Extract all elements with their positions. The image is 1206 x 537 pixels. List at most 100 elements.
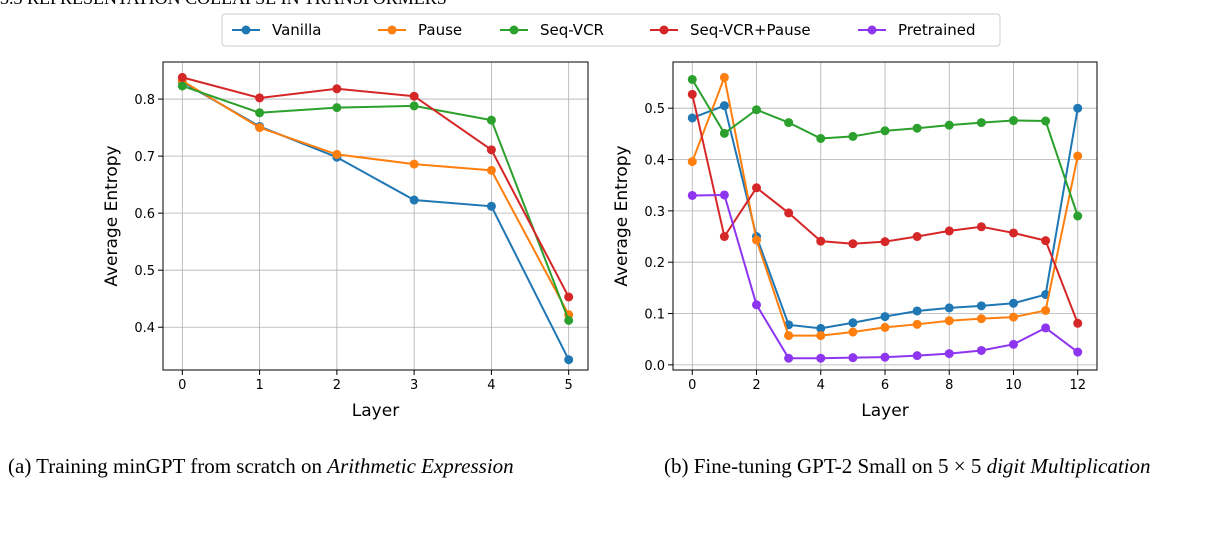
data-point — [486, 145, 496, 155]
data-point — [784, 331, 794, 341]
data-point — [752, 235, 762, 245]
data-point — [848, 327, 858, 337]
data-point — [944, 316, 954, 326]
data-point — [816, 133, 826, 143]
series-line — [181, 85, 570, 321]
y-axis-label: Average Entropy — [612, 145, 632, 286]
data-point — [1073, 103, 1083, 113]
data-point — [944, 349, 954, 359]
data-point — [816, 331, 826, 341]
data-point — [848, 131, 858, 141]
legend-marker — [241, 25, 251, 35]
data-point — [409, 195, 419, 205]
data-point — [719, 190, 729, 200]
data-point — [1008, 116, 1018, 126]
data-point — [912, 351, 922, 361]
data-point — [1073, 347, 1083, 357]
y-tick-label: 0.0 — [644, 359, 665, 374]
data-point — [976, 345, 986, 355]
y-tick-label: 0.4 — [644, 154, 665, 169]
data-point — [1073, 318, 1083, 328]
x-tick-label: 3 — [410, 378, 418, 393]
x-tick-label: 2 — [752, 378, 760, 393]
data-point — [784, 118, 794, 128]
data-point — [255, 108, 265, 118]
data-point — [687, 89, 697, 99]
y-tick-label: 0.6 — [134, 207, 155, 222]
data-point — [1073, 151, 1083, 161]
data-point — [332, 84, 342, 94]
y-tick-label: 0.4 — [134, 321, 155, 336]
data-point — [880, 352, 890, 362]
data-point — [1008, 298, 1018, 308]
data-point — [687, 190, 697, 200]
data-point — [752, 105, 762, 115]
data-point — [880, 322, 890, 332]
x-tick-label: 12 — [1069, 378, 1086, 393]
x-tick-label: 4 — [487, 378, 495, 393]
caption: (b) Fine-tuning GPT-2 Small on 5 × 5 dig… — [664, 452, 1199, 480]
data-point — [564, 315, 574, 325]
data-point — [564, 355, 574, 365]
y-axis-label: Average Entropy — [102, 145, 122, 286]
data-point — [719, 101, 729, 111]
data-point — [976, 118, 986, 128]
data-point — [880, 237, 890, 247]
figure: 3.3 REPRESENTATION COLLAPSE IN TRANSFORM… — [0, 0, 1098, 421]
data-point — [784, 208, 794, 218]
data-point — [687, 157, 697, 167]
data-point — [752, 183, 762, 193]
series-line — [181, 81, 570, 361]
data-point — [912, 123, 922, 133]
data-point — [177, 72, 187, 82]
x-axis-label: Layer — [861, 401, 908, 421]
series-line — [182, 76, 570, 298]
data-point — [1041, 236, 1051, 246]
plot-frame — [672, 61, 1098, 371]
caption: (a) Training minGPT from scratch on Arit… — [8, 452, 578, 480]
data-point — [976, 222, 986, 232]
data-point — [1008, 339, 1018, 349]
y-tick-label: 0.7 — [134, 150, 155, 165]
data-point — [486, 115, 496, 125]
data-point — [880, 312, 890, 322]
data-point — [816, 236, 826, 246]
data-point — [976, 301, 986, 311]
data-point — [1041, 116, 1051, 126]
data-point — [1041, 323, 1051, 333]
section-heading: 3.3 REPRESENTATION COLLAPSE IN TRANSFORM… — [0, 0, 447, 8]
data-point — [944, 226, 954, 236]
data-point — [255, 93, 265, 103]
data-point — [564, 292, 574, 302]
legend-marker — [867, 25, 877, 35]
data-point — [752, 300, 762, 310]
data-point — [816, 353, 826, 363]
x-tick-label: 4 — [817, 378, 825, 393]
data-point — [848, 318, 858, 328]
y-tick-label: 0.1 — [644, 308, 665, 323]
data-point — [816, 323, 826, 333]
plot-frame — [162, 61, 589, 371]
x-tick-label: 1 — [255, 378, 263, 393]
data-point — [409, 101, 419, 111]
y-tick-label: 0.5 — [644, 102, 665, 117]
data-point — [944, 303, 954, 313]
legend-label: Seq-VCR+Pause — [690, 21, 811, 39]
legend-label: Vanilla — [272, 21, 322, 39]
data-point — [719, 128, 729, 138]
data-point — [719, 232, 729, 242]
data-point — [1073, 211, 1083, 221]
x-tick-label: 0 — [688, 378, 696, 393]
y-tick-label: 0.5 — [134, 264, 155, 279]
series-line — [181, 79, 570, 316]
legend-label: Seq-VCR — [540, 21, 604, 39]
x-axis-label: Layer — [352, 401, 399, 421]
data-point — [848, 239, 858, 249]
caption-text: (a) Training minGPT from scratch on — [8, 454, 322, 478]
legend-box — [221, 13, 1001, 47]
x-tick-label: 2 — [333, 378, 341, 393]
caption-text: (b) Fine-tuning GPT-2 Small on 5 × 5 — [664, 454, 982, 478]
data-point — [687, 74, 697, 84]
legend-label: Pretrained — [898, 21, 976, 39]
